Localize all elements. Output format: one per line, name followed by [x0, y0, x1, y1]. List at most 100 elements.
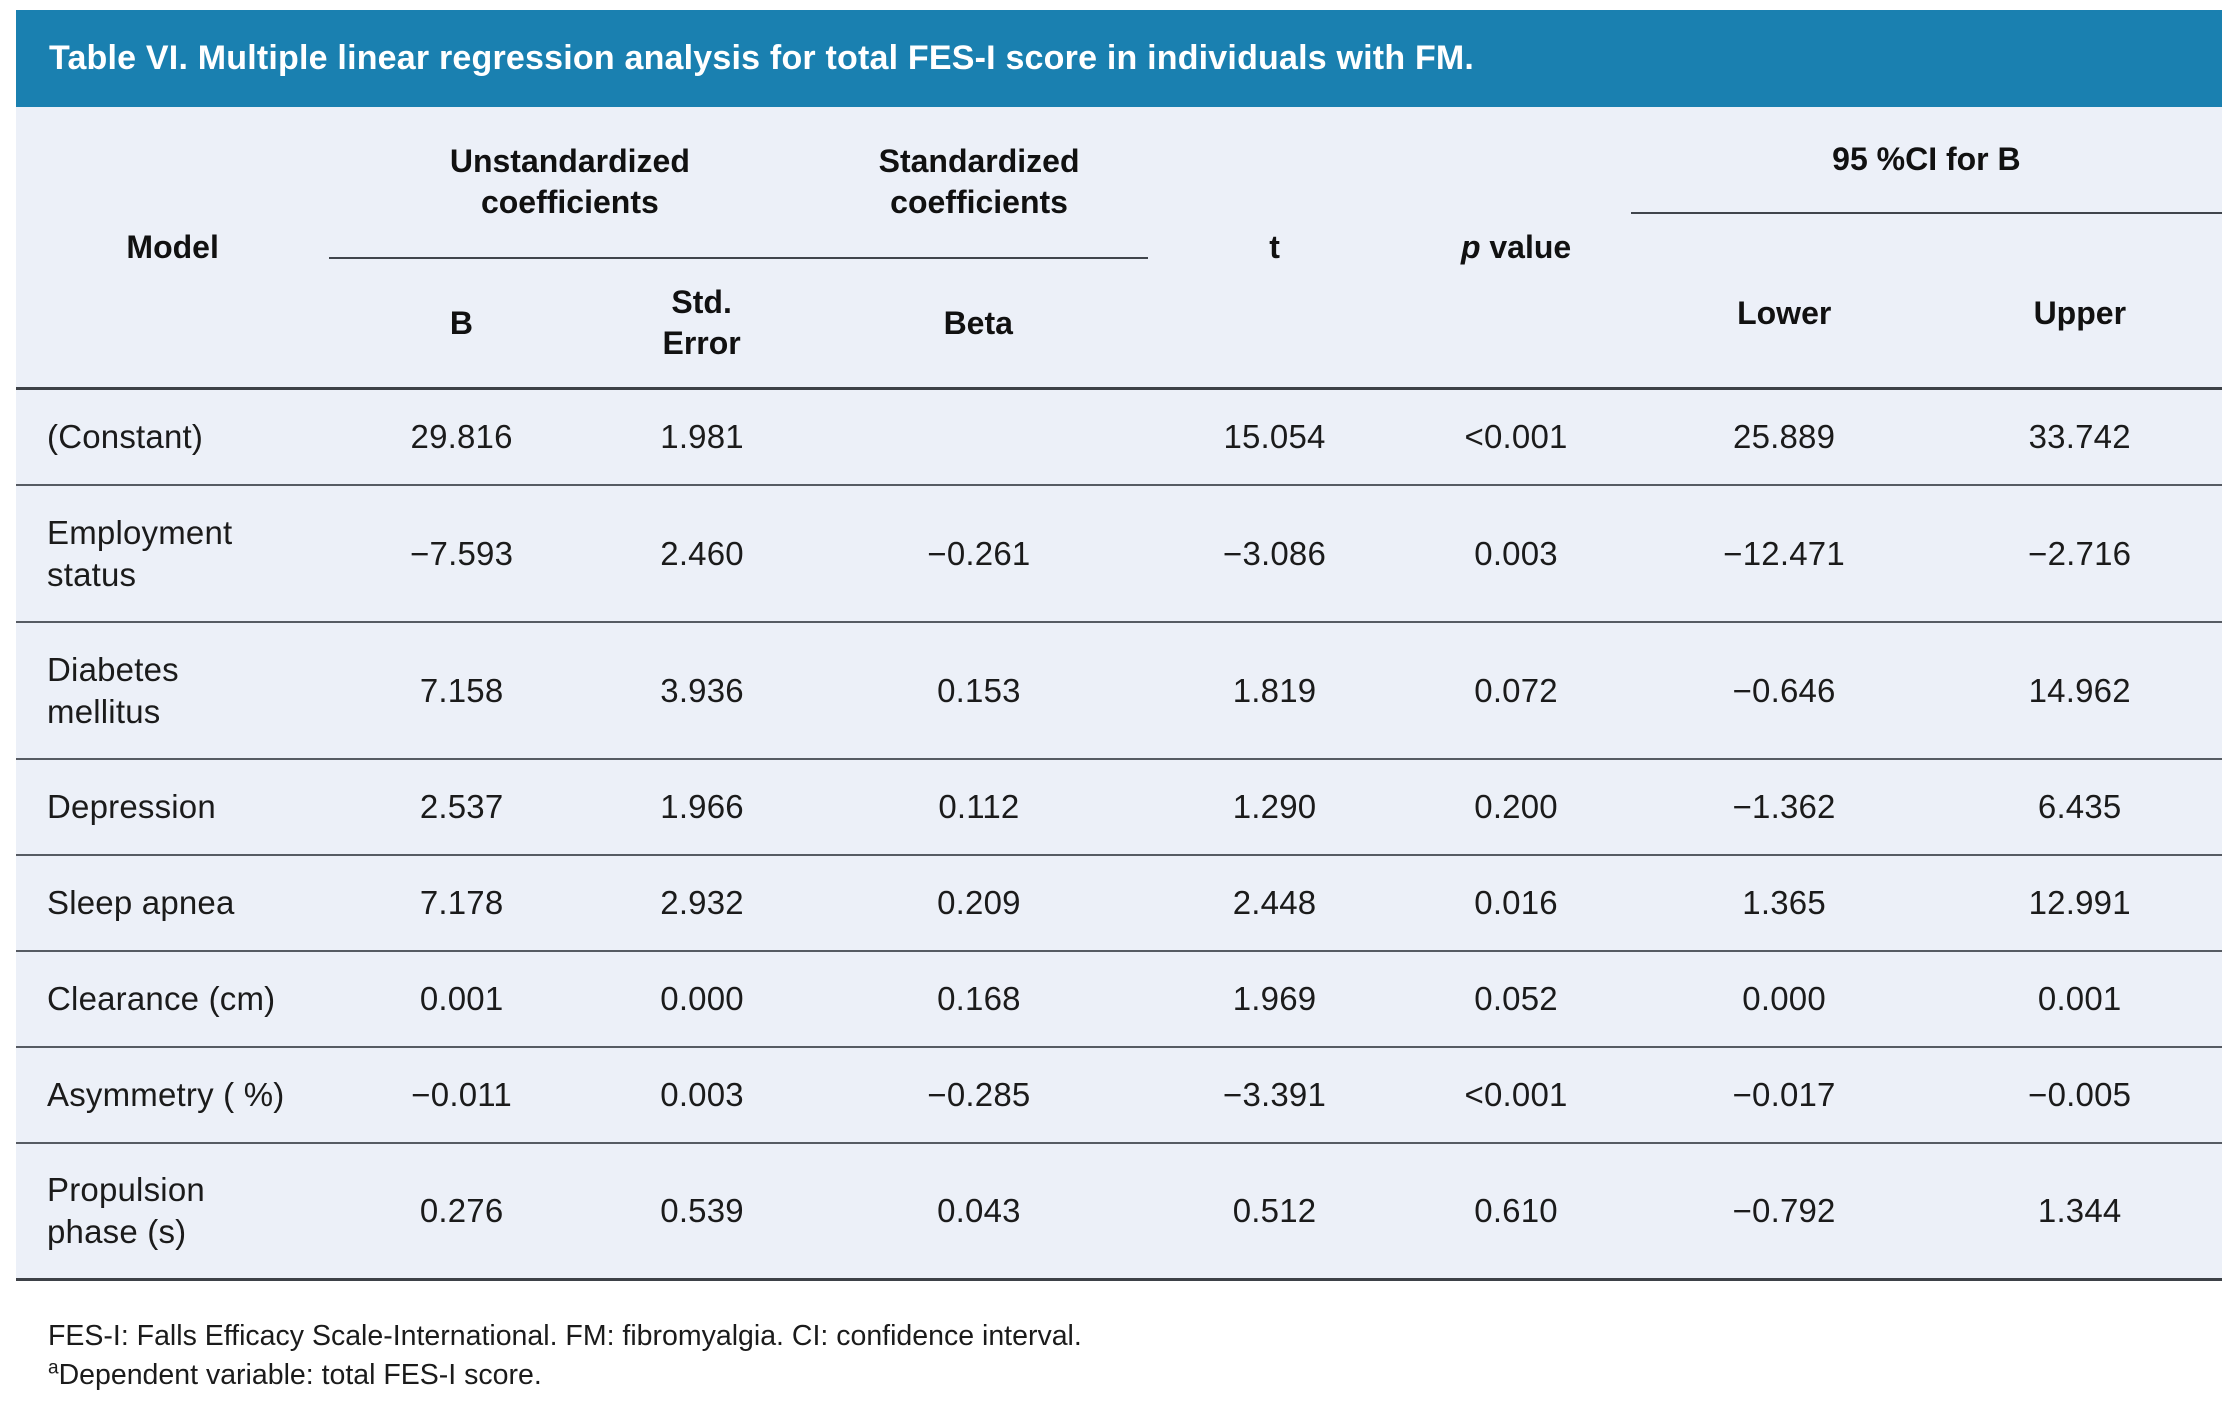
cell-std-error: 0.000	[660, 980, 744, 1017]
cell-b: 29.816	[410, 418, 513, 455]
column-group-unstandardized: Unstandardized coefficients	[449, 143, 690, 220]
cell-beta: 0.043	[937, 1192, 1021, 1229]
cell-beta: 0.153	[937, 671, 1021, 709]
coefficients-sub-labels: B Std. Error Beta	[329, 259, 1147, 387]
row-label: Employment status	[47, 513, 233, 593]
table-row: (Constant) 29.816 1.981 15.054 <0.001 25…	[16, 390, 2222, 486]
footnote-abbreviations: FES-I: Falls Efficacy Scale-Internationa…	[48, 1320, 1082, 1352]
table-row: Depression 2.537 1.966 0.112 1.290 0.200…	[16, 760, 2222, 856]
footnote-dependent-variable-text: Dependent variable: total FES-I score.	[58, 1359, 542, 1391]
cell-lower: −12.471	[1723, 534, 1845, 572]
table-row: Clearance (cm) 0.001 0.000 0.168 1.969 0…	[16, 952, 2222, 1048]
cell-b: 0.001	[419, 980, 504, 1017]
cell-p-value: <0.001	[1464, 418, 1568, 455]
ci-sub-labels: Lower Upper	[1631, 214, 2222, 387]
cell-upper: 14.962	[2028, 671, 2131, 709]
cell-b: 7.158	[419, 671, 504, 709]
cell-std-error: 0.003	[660, 1076, 744, 1113]
cell-lower: 0.000	[1742, 980, 1826, 1017]
table-row: Diabetes mellitus 7.158 3.936 0.153 1.81…	[16, 623, 2222, 760]
column-header-p-value: p value	[1401, 107, 1630, 387]
cell-upper: 1.344	[2037, 1192, 2122, 1229]
cell-beta: −0.285	[927, 1076, 1031, 1113]
cell-b: −0.011	[411, 1076, 512, 1113]
cell-upper: 0.001	[2037, 980, 2122, 1017]
cell-p-value: <0.001	[1464, 1076, 1568, 1113]
cell-t: −3.086	[1222, 534, 1327, 572]
cell-upper: −0.005	[2028, 1076, 2132, 1113]
cell-lower: 25.889	[1733, 418, 1836, 455]
cell-std-error: 2.932	[660, 884, 744, 921]
ci-group-label-row: 95 %CI for B	[1630, 107, 2222, 214]
table-figure: Table VI. Multiple linear regression ana…	[16, 10, 2222, 1395]
cell-b: 2.537	[419, 788, 504, 825]
cell-lower: 1.365	[1742, 884, 1826, 921]
table-title-bar: Table VI. Multiple linear regression ana…	[16, 10, 2222, 107]
column-group-standardized: Standardized coefficients	[878, 143, 1080, 220]
row-label: Clearance (cm)	[47, 980, 276, 1017]
row-label: Asymmetry ( %)	[47, 1076, 285, 1113]
cell-t: 1.290	[1232, 788, 1317, 825]
ci-header-group: 95 %CI for B Lower Upper	[1630, 107, 2222, 387]
cell-b: −7.593	[410, 534, 514, 572]
p-value-rest: value	[1480, 228, 1572, 265]
cell-upper: 6.435	[2037, 788, 2122, 825]
coefficients-group-labels: Unstandardized coefficients Standardized…	[329, 107, 1148, 259]
column-header-std-error: Std. Error	[662, 284, 741, 361]
row-label: Depression	[47, 788, 216, 825]
column-header-upper: Upper	[2033, 295, 2127, 331]
column-header-lower: Lower	[1737, 295, 1832, 331]
cell-beta: 0.209	[937, 884, 1021, 921]
column-header-model: Model	[126, 228, 219, 265]
cell-upper: −2.716	[2028, 534, 2132, 572]
row-label: Propulsion phase (s)	[47, 1171, 205, 1250]
cell-lower: −1.362	[1732, 788, 1836, 825]
table-title: Table VI. Multiple linear regression ana…	[49, 39, 1475, 77]
cell-b: 7.178	[419, 884, 504, 921]
cell-beta: 0.112	[938, 788, 1020, 825]
p-value-italic-p: p	[1460, 228, 1481, 265]
table-header: Model Unstandardized coefficients Standa…	[16, 107, 2222, 390]
footnote-dependent-variable: aDependent variable: total FES-I score.	[48, 1356, 2222, 1395]
regression-table: Model Unstandardized coefficients Standa…	[16, 107, 2222, 1281]
footnote-superscript-a: a	[48, 1357, 59, 1379]
cell-std-error: 3.936	[660, 671, 744, 709]
column-group-95ci: 95 %CI for B	[1832, 141, 2021, 177]
table-footnotes: FES-I: Falls Efficacy Scale-Internationa…	[16, 1281, 2222, 1395]
table-row: Sleep apnea 7.178 2.932 0.209 2.448 0.01…	[16, 856, 2222, 952]
column-header-beta: Beta	[943, 304, 1013, 341]
cell-upper: 12.991	[2028, 884, 2131, 921]
cell-std-error: 2.460	[660, 534, 744, 572]
cell-t: 0.512	[1232, 1192, 1317, 1229]
cell-t: 15.054	[1223, 418, 1326, 455]
row-label: (Constant)	[47, 418, 204, 455]
cell-p-value: 0.016	[1474, 884, 1558, 921]
row-label: Sleep apnea	[47, 884, 235, 921]
table-row: Employment status −7.593 2.460 −0.261 −3…	[16, 486, 2222, 623]
column-header-b: B	[449, 304, 473, 341]
cell-lower: −0.792	[1732, 1192, 1836, 1229]
cell-lower: −0.017	[1732, 1076, 1836, 1113]
cell-t: 1.819	[1232, 671, 1317, 709]
cell-b: 0.276	[419, 1192, 504, 1229]
cell-t: −3.391	[1222, 1076, 1327, 1113]
cell-p-value: 0.200	[1474, 788, 1558, 825]
cell-beta: 0.168	[937, 980, 1021, 1017]
column-header-t: t	[1269, 228, 1280, 265]
cell-std-error: 1.981	[660, 418, 744, 455]
cell-p-value: 0.072	[1474, 671, 1558, 709]
cell-upper: 33.742	[2028, 418, 2131, 455]
coefficients-header-group: Unstandardized coefficients Standardized…	[329, 107, 1148, 387]
cell-t: 1.969	[1232, 980, 1317, 1017]
cell-p-value: 0.610	[1474, 1192, 1558, 1229]
row-label: Diabetes mellitus	[47, 650, 179, 730]
cell-std-error: 1.966	[660, 788, 744, 825]
cell-lower: −0.646	[1732, 671, 1836, 709]
cell-p-value: 0.003	[1474, 534, 1558, 572]
cell-std-error: 0.539	[660, 1192, 744, 1229]
table-row: Asymmetry ( %) −0.011 0.003 −0.285 −3.39…	[16, 1048, 2222, 1144]
cell-t: 2.448	[1232, 884, 1317, 921]
cell-p-value: 0.052	[1474, 980, 1558, 1017]
cell-beta: −0.261	[927, 534, 1031, 572]
table-row: Propulsion phase (s) 0.276 0.539 0.043 0…	[16, 1144, 2222, 1281]
